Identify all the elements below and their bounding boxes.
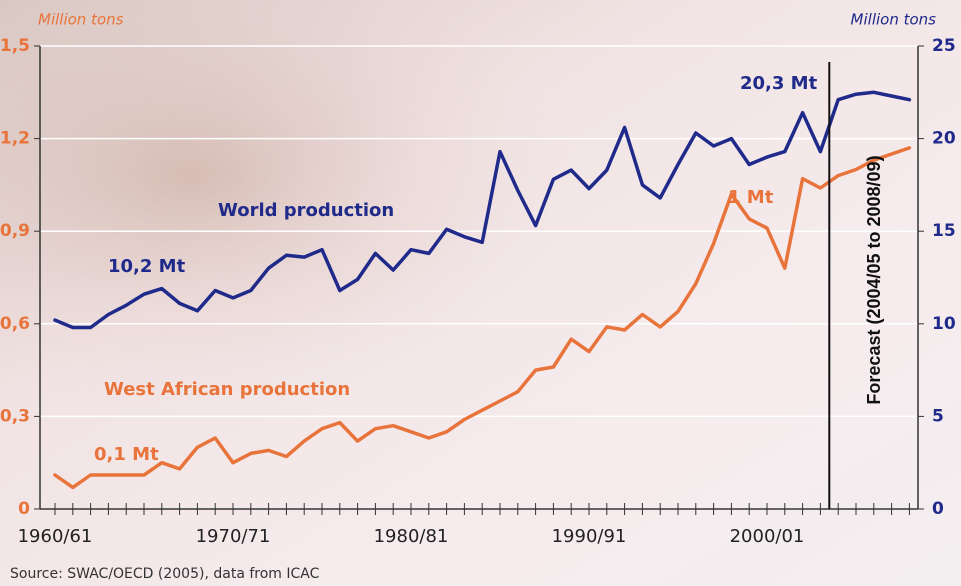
y-tick-label: 1,5 xyxy=(0,36,30,56)
y2-tick-label: 15 xyxy=(932,221,956,241)
y-tick-label: 0,3 xyxy=(0,406,30,426)
annotation: 10,2 Mt xyxy=(108,256,186,277)
y2-axis-label: Million tons xyxy=(851,11,937,29)
y2-tick-label: 20 xyxy=(932,129,956,149)
y2-tick-label: 25 xyxy=(932,36,956,56)
y-axis-label: Million tons xyxy=(38,11,124,29)
legend-label: World production xyxy=(218,200,394,221)
x-tick-label: 1990/91 xyxy=(552,526,627,547)
y-tick-label: 0,9 xyxy=(0,221,30,241)
x-tick-label: 1970/71 xyxy=(196,526,271,547)
y-tick-label: 0,6 xyxy=(0,314,30,334)
legend-label: West African production xyxy=(104,379,350,400)
x-tick-label: 1960/61 xyxy=(18,526,93,547)
annotation: 1 Mt xyxy=(728,187,774,208)
y-tick-label: 0 xyxy=(18,499,30,519)
chart: Million tons Million tons Source: SWAC/O… xyxy=(0,0,961,586)
annotation: 20,3 Mt xyxy=(740,73,818,94)
annotation: 0,1 Mt xyxy=(94,444,159,465)
y-tick-label: 1,2 xyxy=(0,129,30,149)
y2-tick-label: 10 xyxy=(932,314,956,334)
y2-tick-label: 5 xyxy=(932,406,944,426)
y2-tick-label: 0 xyxy=(932,499,944,519)
annotation: Forecast (2004/05 to 2008/09) xyxy=(864,155,884,404)
source: Source: SWAC/OECD (2005), data from ICAC xyxy=(10,566,320,582)
x-tick-label: 1980/81 xyxy=(374,526,449,547)
x-tick-label: 2000/01 xyxy=(730,526,805,547)
